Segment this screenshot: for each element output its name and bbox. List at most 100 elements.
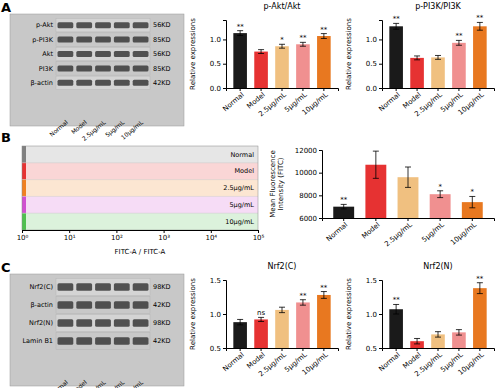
blot-band <box>114 65 130 71</box>
tick-label: Normal <box>221 351 246 373</box>
bar <box>389 309 403 348</box>
x-axis-label: FITC-A / FITC-A <box>115 248 166 256</box>
tick-mark <box>223 39 226 40</box>
tick-label: 10μg/mL <box>457 91 486 117</box>
blot-row <box>56 33 150 46</box>
tick-mark <box>319 173 322 174</box>
tick-label: 0.5 <box>210 60 221 68</box>
blot-row-label: PI3K <box>39 65 54 73</box>
flow-row-label: Normal <box>230 151 254 159</box>
y-axis-label-line: Relative expressions <box>345 278 353 350</box>
error-bar <box>341 204 347 209</box>
error-cap <box>435 59 441 60</box>
panel-label: A <box>1 0 11 15</box>
error-line <box>261 317 262 321</box>
error-cap <box>237 319 243 320</box>
row-separator <box>22 196 258 197</box>
error-cap <box>393 314 399 315</box>
bar <box>430 194 451 218</box>
blot-row-label: β-actin <box>30 79 53 87</box>
error-line <box>438 55 439 59</box>
error-bar <box>279 44 285 48</box>
tick: 0.0 <box>210 85 226 93</box>
blot-row <box>56 47 150 60</box>
tick: 10μg/mL <box>449 218 478 247</box>
blot-kd-label: 98KD <box>153 319 171 327</box>
blot-kd-label: 85KD <box>153 36 171 44</box>
flow-row-swatch <box>22 146 26 163</box>
y-axis-label-line: Relative expressions <box>189 278 197 350</box>
blot-kd-label: 56KD <box>153 21 171 29</box>
tick: 10² <box>111 230 123 242</box>
marks <box>389 283 486 348</box>
blot-row <box>56 76 150 89</box>
error-cap <box>258 53 264 54</box>
blot-band <box>58 301 74 309</box>
blot-row <box>56 279 150 296</box>
blot-band <box>114 37 130 43</box>
axis-line <box>223 21 227 89</box>
error-cap <box>321 298 327 299</box>
blot-band <box>95 301 111 309</box>
tick-mark <box>22 230 23 233</box>
blot-band <box>133 51 149 57</box>
flow-row-label: 5μg/mL <box>229 201 254 209</box>
tick: 10μg/mL <box>301 88 330 117</box>
error-line <box>261 50 262 54</box>
blot-band <box>133 65 149 71</box>
blot-row-label: Nrf2(C) <box>29 283 53 291</box>
lane-label: 2.5μg/mL <box>80 378 107 388</box>
blot-band <box>58 51 74 57</box>
y-axis-label-line: Relative expressions <box>345 18 353 90</box>
chart-title: p-PI3K/PI3K <box>415 2 461 11</box>
error-cap <box>373 178 379 179</box>
marks <box>233 292 330 348</box>
bar <box>317 295 331 348</box>
flow-row-label: 2.5μg/mL <box>223 184 254 192</box>
lane-label: 10μg/mL <box>119 118 145 142</box>
error-cap <box>435 55 441 56</box>
blot-band <box>95 337 111 345</box>
error-line <box>375 151 376 178</box>
tick-label: Normal <box>377 91 402 113</box>
blot-band <box>58 283 74 291</box>
row-separator <box>22 179 258 180</box>
error-cap <box>258 321 264 322</box>
significance-label: ** <box>455 32 463 40</box>
bar <box>275 46 289 88</box>
blot-band <box>95 51 111 57</box>
flow-row-swatch <box>22 196 26 213</box>
tick-label: 2.5μg/mL <box>257 91 288 118</box>
flow-row-swatch <box>22 163 26 180</box>
tick: 0.5 <box>366 345 382 353</box>
error-bar <box>237 31 243 36</box>
tick: Normal <box>325 218 350 243</box>
significance-label: ** <box>320 26 328 34</box>
blot-row-label: Akt <box>42 50 53 58</box>
flow-row <box>22 213 258 230</box>
axis-line <box>227 349 339 352</box>
error-line <box>408 167 409 187</box>
blot-band <box>58 22 74 28</box>
flow-row-label: 10μg/mL <box>225 218 254 226</box>
error-line <box>438 332 439 337</box>
error-line <box>282 307 283 312</box>
chart-title: Nrf2(C) <box>267 262 296 271</box>
bar <box>233 33 247 88</box>
tick: Normal <box>377 88 402 113</box>
tick-label: 2.5μg/mL <box>413 351 444 378</box>
chart-title: p-Akt/Akt <box>264 2 301 11</box>
bar <box>473 288 487 348</box>
panel: CNrf2(C)98KDβ-actin42KDNrf2(N)98KDLamin … <box>1 260 184 388</box>
tick-label: 1.0 <box>366 36 377 44</box>
error-cap <box>279 307 285 308</box>
row-separator <box>22 213 258 214</box>
tick-label: 10⁴ <box>205 234 217 242</box>
blot-band <box>58 80 74 86</box>
blot-band <box>114 80 130 86</box>
error-line <box>479 22 480 30</box>
x-axis: NormalModel2.5μg/mL5μg/mL10μg/mL <box>221 348 338 378</box>
error-bar <box>414 56 420 60</box>
blot-band <box>58 337 74 345</box>
error-line <box>240 319 241 324</box>
